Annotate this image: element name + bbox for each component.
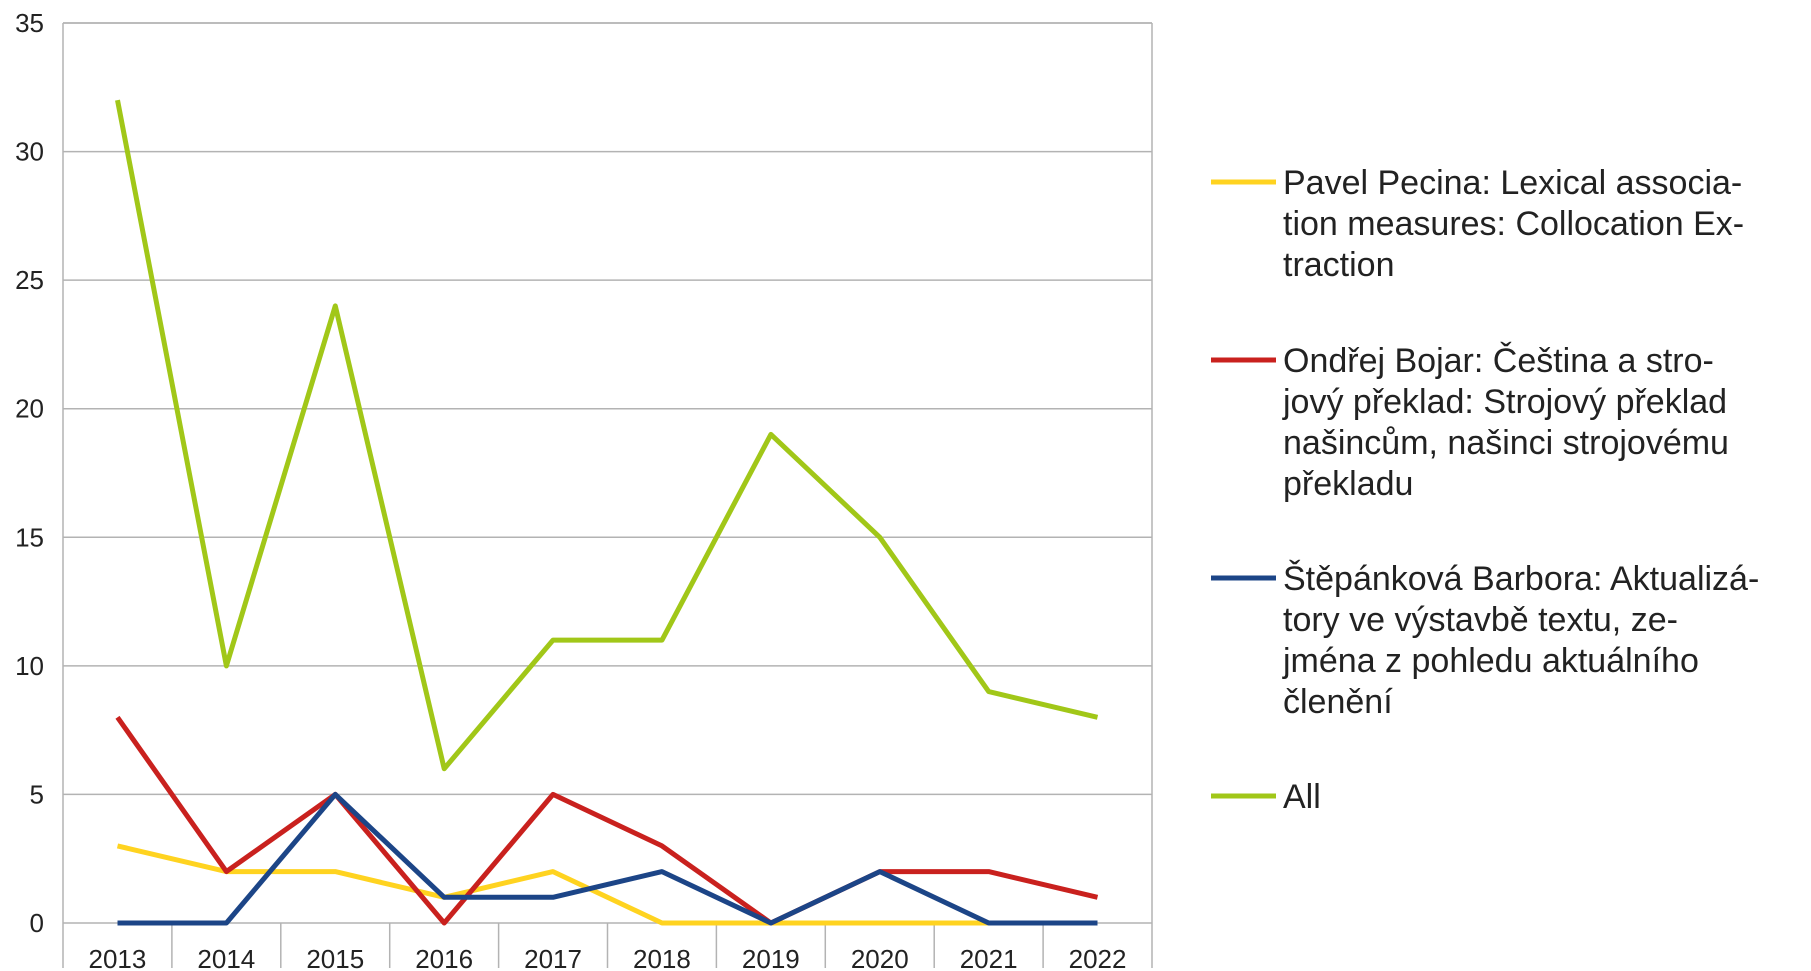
x-tick-label: 2013 (89, 944, 147, 971)
y-tick-label: 20 (15, 394, 44, 424)
series-line-2 (117, 791, 1098, 926)
x-tick-label: 2020 (851, 944, 909, 971)
x-tick-label: 2019 (742, 944, 800, 971)
legend-label: jména z pohledu aktuálního (1282, 642, 1699, 680)
y-tick-label: 10 (15, 651, 44, 681)
legend: Pavel Pecina: Lexical associa-tion measu… (1211, 164, 1759, 816)
x-tick-label: 2017 (524, 944, 582, 971)
x-tick-label: 2021 (960, 944, 1018, 971)
legend-label: jový překlad: Strojový překlad (1282, 383, 1727, 421)
legend-label: traction (1283, 246, 1395, 284)
x-tick-label: 2015 (306, 944, 364, 971)
legend-label: Štěpánková Barbora: Aktualizá- (1283, 560, 1759, 598)
legend-label: tion measures: Collocation Ex- (1283, 205, 1744, 243)
legend-label: Pavel Pecina: Lexical associa- (1283, 164, 1742, 202)
x-tick-label: 2018 (633, 944, 691, 971)
x-tick-label: 2022 (1069, 944, 1127, 971)
y-tick-label: 15 (15, 522, 44, 552)
legend-label: našincům, našinci strojovému (1283, 424, 1729, 462)
data-series (115, 99, 1099, 926)
axes (62, 22, 1153, 968)
y-axis-tick-labels: 0 5 10 15 20 25 30 35 (15, 8, 44, 938)
y-tick-label: 0 (30, 908, 44, 938)
series-line-1 (115, 715, 1099, 926)
legend-label: All (1283, 778, 1321, 816)
series-line-3 (115, 99, 1099, 772)
legend-label: překladu (1283, 465, 1413, 503)
x-tick-label: 2016 (415, 944, 473, 971)
y-tick-label: 30 (15, 137, 44, 167)
legend-label: tory ve výstavbě textu, ze- (1283, 601, 1678, 639)
series-line-0 (116, 843, 1098, 926)
legend-label: Ondřej Bojar: Čeština a stro- (1283, 342, 1714, 380)
x-tick-label: 2014 (197, 944, 255, 971)
legend-label: členění (1283, 683, 1393, 721)
x-axis-tick-labels: 2013 2014 2015 2016 2017 2018 2019 2020 2021 2022 (89, 944, 1127, 971)
y-tick-label: 25 (15, 265, 44, 295)
y-tick-label: 5 (30, 779, 44, 809)
y-tick-label: 35 (15, 8, 44, 38)
grid-lines (63, 22, 1152, 796)
